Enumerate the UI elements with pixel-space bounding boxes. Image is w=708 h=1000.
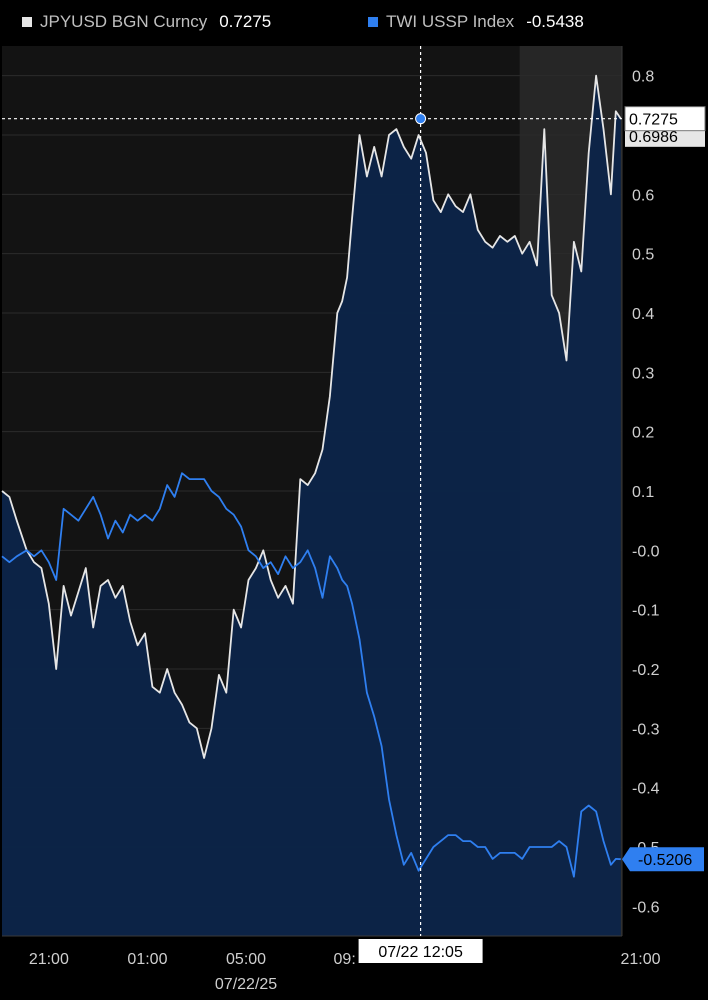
y-tick-label: 0.4 bbox=[632, 306, 654, 323]
legend-item-twi[interactable]: TWI USSP Index -0.5438 bbox=[368, 12, 584, 32]
twi-ussp-line[interactable] bbox=[1, 472, 621, 878]
y-tick-label: 0.1 bbox=[632, 484, 654, 501]
legend-swatch-twi bbox=[368, 17, 378, 27]
crosshair-point[interactable] bbox=[415, 113, 427, 125]
y-tick-label: 0.6 bbox=[632, 187, 654, 204]
y-tick-label: -0.2 bbox=[632, 662, 660, 679]
jpyusd-area-fill bbox=[2, 75, 621, 936]
y-tick-label: -0.6 bbox=[632, 899, 660, 916]
y-tick-label: -0.1 bbox=[632, 603, 660, 620]
y-tick-label: 0.8 bbox=[632, 69, 654, 86]
crosshair-y-label-box bbox=[624, 106, 706, 132]
legend-item-jpyusd[interactable]: JPYUSD BGN Curncy 0.7275 bbox=[22, 12, 271, 32]
chart-legend: JPYUSD BGN Curncy 0.7275 TWI USSP Index … bbox=[0, 0, 708, 46]
y-tick-label: -0.4 bbox=[632, 781, 660, 798]
x-tick-label: 21:00 bbox=[620, 951, 660, 968]
x-tick-label: 09: bbox=[334, 951, 356, 968]
jpyusd-area bbox=[2, 75, 621, 936]
crosshair-x-label: 07/22 12:05 bbox=[378, 944, 463, 961]
legend-swatch-jpyusd bbox=[22, 17, 32, 27]
legend-name-twi: TWI USSP Index bbox=[386, 12, 515, 31]
jpyusd-line[interactable] bbox=[1, 74, 622, 759]
twi-last-tag-box bbox=[622, 847, 704, 872]
y-tick-label: 0.2 bbox=[632, 425, 654, 442]
x-tick-label: 05:00 bbox=[226, 951, 266, 968]
crosshair-y-label: 0.7275 bbox=[629, 112, 678, 129]
x-tick-label: 01:00 bbox=[127, 951, 167, 968]
crosshair-x-label-box bbox=[358, 939, 483, 963]
legend-value-twi: -0.5438 bbox=[526, 12, 584, 31]
y-tick-label: 0.5 bbox=[632, 247, 654, 264]
legend-value-jpyusd: 0.7275 bbox=[219, 12, 272, 31]
jpyusd-last-tag: 0.6986 bbox=[629, 129, 678, 146]
y-tick-label: 0.3 bbox=[632, 365, 654, 382]
y-tick-label: -0.0 bbox=[632, 543, 660, 560]
x-date-label: 07/22/25 bbox=[215, 976, 277, 993]
x-tick-label: 21:00 bbox=[29, 951, 69, 968]
legend-name-jpyusd: JPYUSD BGN Curncy bbox=[40, 12, 208, 31]
twi-last-tag: -0.5206 bbox=[638, 852, 692, 869]
y-tick-label: -0.3 bbox=[632, 721, 660, 738]
